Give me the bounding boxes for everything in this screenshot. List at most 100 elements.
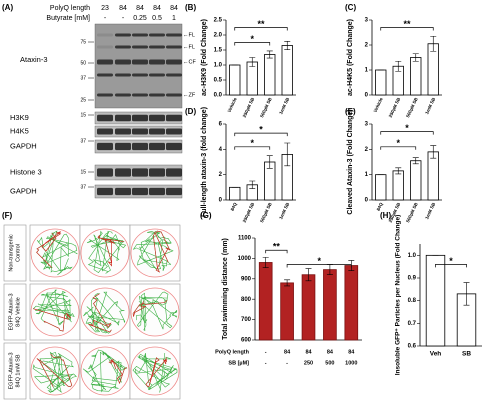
blot-band xyxy=(149,187,165,196)
y-axis-label: Insoluble GFP⁺ Particles per Nucleus (Fo… xyxy=(395,215,402,376)
bar xyxy=(410,160,422,201)
significance-label: * xyxy=(449,256,453,266)
category-row-value: 84 xyxy=(348,349,355,355)
y-tick-label: 800 xyxy=(241,297,252,303)
track-row-line: EGFP-Ataxin-3 xyxy=(9,294,15,331)
significance-bracket xyxy=(265,249,288,254)
blot-band xyxy=(115,93,131,97)
marker-label: 75 xyxy=(80,39,86,45)
blot-band xyxy=(166,45,182,49)
panel-label: (B) xyxy=(185,3,196,12)
y-tick-label: 0.0 xyxy=(214,93,223,99)
significance-label: ** xyxy=(257,19,265,29)
blot-band xyxy=(149,128,165,135)
significance-label: * xyxy=(405,123,409,133)
row-label-box xyxy=(3,224,27,282)
row-label-box xyxy=(3,283,27,341)
track-row-label: Non-transgenicControl xyxy=(9,234,22,272)
y-tick-label: 1 xyxy=(365,68,369,74)
blot-band xyxy=(166,187,182,196)
blot-band xyxy=(132,93,148,97)
blot-band xyxy=(132,168,148,177)
bar xyxy=(344,265,359,341)
blot-band xyxy=(97,114,113,122)
swim-track xyxy=(133,230,174,273)
y-axis-label: Full-length ataxin-3 (fold change) xyxy=(201,107,208,217)
swim-track-fast xyxy=(132,299,168,317)
marker-label: 37 xyxy=(80,184,86,190)
panel-label: (A) xyxy=(2,3,13,12)
blot-band xyxy=(115,33,131,37)
polyq-label: PolyQ length xyxy=(50,5,90,12)
x-tick-label: Vehicle xyxy=(227,96,238,113)
blot-band xyxy=(97,128,113,135)
marker-label: 50 xyxy=(80,60,86,66)
blot-band xyxy=(149,45,165,49)
blot-band xyxy=(115,73,131,77)
blot-band xyxy=(149,93,165,97)
significance-bracket xyxy=(234,42,271,46)
swim-track xyxy=(36,230,78,276)
lane-label: 0.5 xyxy=(152,15,162,22)
blot-band xyxy=(115,168,131,177)
bar xyxy=(229,186,241,201)
category-row-value: 500 xyxy=(325,360,334,366)
blot-row-label: H4K5 xyxy=(10,126,29,135)
track-row-label: EGFP-Ataxin-384Q Vehicle xyxy=(9,294,22,331)
blot-band xyxy=(97,93,113,97)
blot-band xyxy=(132,45,148,49)
significance-label: ** xyxy=(273,242,281,252)
y-tick-label: 0.6 xyxy=(408,344,417,350)
y-tick-label: 0 xyxy=(219,198,223,204)
y-tick-label: 0.5 xyxy=(214,78,223,84)
blot-band xyxy=(115,142,131,151)
y-tick-label: 4 xyxy=(219,147,223,153)
swim-track-fast xyxy=(97,235,124,267)
panel-label: (D) xyxy=(185,107,196,116)
error-bar xyxy=(284,41,291,50)
category-row-value: - xyxy=(286,360,288,366)
y-tick-label: 1.5 xyxy=(214,48,223,54)
category-row-label: PolyQ length xyxy=(215,349,250,355)
blot-band xyxy=(166,168,182,177)
lane-label: 84 xyxy=(170,5,178,12)
blot-band xyxy=(149,73,165,77)
track-row-label: EGFP-Ataxin-384Q 1mM SB xyxy=(9,353,22,390)
blot-band xyxy=(97,187,113,196)
butyrate-label: Butyrate [mM] xyxy=(46,15,90,22)
y-tick-label: 2 xyxy=(365,147,369,153)
y-tick-label: 1100 xyxy=(238,236,252,242)
band-arrow: ←ZF xyxy=(183,92,196,98)
blot-band xyxy=(166,33,182,37)
well xyxy=(30,228,80,278)
blot-band xyxy=(97,73,113,77)
blot-band xyxy=(115,45,131,49)
x-tick-label: 84Q xyxy=(376,201,384,211)
marker-label: 37 xyxy=(80,138,86,144)
error-bar xyxy=(430,35,437,52)
error-bar xyxy=(249,57,256,67)
error-bar xyxy=(284,142,291,167)
significance-label: * xyxy=(317,256,321,266)
y-tick-label: 0 xyxy=(365,198,369,204)
x-tick-label: 250µM SB xyxy=(242,201,256,223)
error-bar xyxy=(266,50,273,59)
category-row-value: 84 xyxy=(284,349,291,355)
swim-track xyxy=(82,349,128,393)
panel-label: (H) xyxy=(380,211,391,220)
significance-bracket xyxy=(435,264,467,268)
y-axis-label: Total swimming distance (mm) xyxy=(222,238,229,340)
bar xyxy=(375,174,387,201)
x-tick-label: 500µM SB xyxy=(259,96,273,118)
category-row-value: - xyxy=(265,349,267,355)
x-tick-label: 500µM SB xyxy=(259,201,273,223)
blot-band xyxy=(132,33,148,37)
x-tick-label: Vehicle xyxy=(373,96,384,113)
y-tick-label: 1000 xyxy=(238,256,252,262)
lane-label: - xyxy=(122,15,125,22)
blot-row-label: Ataxin-3 xyxy=(20,55,48,64)
error-bar xyxy=(262,257,269,268)
swim-track xyxy=(132,352,178,393)
